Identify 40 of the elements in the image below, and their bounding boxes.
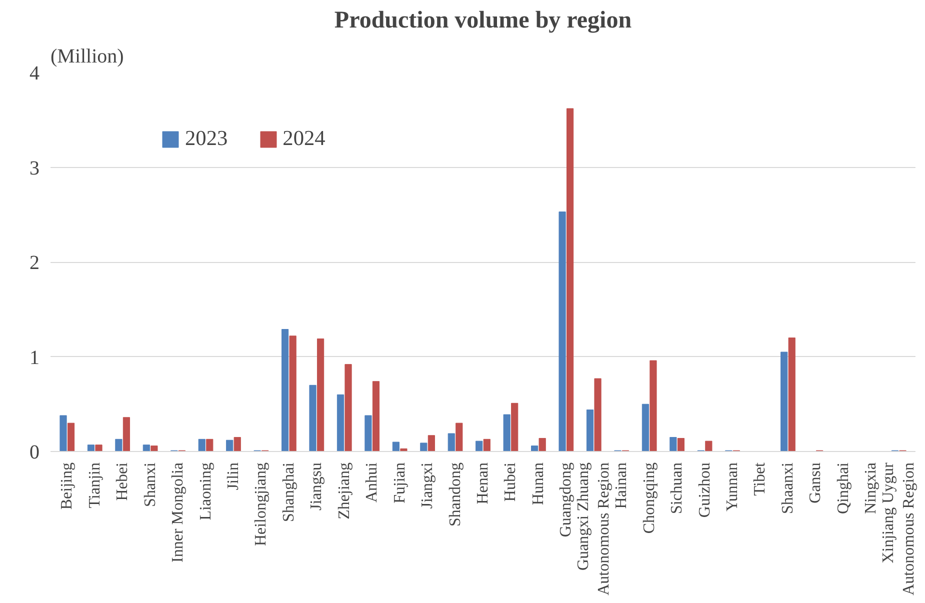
x-tick-label: Shanghai [280, 462, 298, 522]
x-tick-label: Yunnan [724, 462, 742, 512]
x-tick-label: Anhui [364, 462, 381, 502]
x-tick-label: Guangxi Zhuang Autonomous Region [575, 462, 613, 596]
y-tick-label: 1 [30, 346, 40, 369]
x-tick-label: Hebei [114, 462, 132, 501]
x-tick-label: Jiangxi [419, 462, 436, 509]
y-tick-label: 2 [30, 252, 40, 274]
x-tick-label: Ningxia [862, 462, 880, 514]
x-tick-label: Chongqing [640, 462, 658, 534]
y-tick-label: 4 [30, 62, 40, 84]
x-tick-label: Jilin [224, 462, 242, 490]
x-tick-label: Henan [474, 462, 492, 504]
chart-title: Production volume by region [334, 8, 632, 34]
x-tick-label: Liaoning [197, 462, 214, 520]
x-tick-label: Guangdong [558, 462, 575, 538]
x-tick-label: Shanxi [142, 462, 159, 507]
x-tick-label: Tibet [752, 462, 769, 496]
x-tick-label: Zhejiang [336, 462, 353, 520]
legend-label: 2023 [185, 126, 228, 151]
y-tick-label: 0 [30, 442, 40, 464]
x-tick-label: Hubei [502, 462, 520, 502]
x-tick-label: Beijing [58, 462, 76, 510]
y-tick-label: 3 [30, 157, 40, 180]
x-tick-label: Gansu [807, 462, 824, 504]
x-tick-label: Sichuan [668, 462, 686, 514]
x-tick-label: Inner Mongolia [170, 462, 187, 562]
x-tick-label: Xinjiang Uygur Autonomous Region [880, 462, 918, 596]
x-tick-label: Fujian [391, 462, 408, 504]
x-tick-label: Qinghai [834, 462, 852, 514]
x-tick-label: Heilongjiang [252, 462, 270, 546]
x-tick-label: Guizhou [696, 462, 714, 518]
x-tick-label: Shaanxi [779, 462, 796, 514]
x-tick-label: Hainan [613, 462, 630, 509]
x-tick-label: Hunan [530, 462, 547, 506]
x-tick-label: Tianjin [86, 462, 104, 508]
x-tick-label: Jiangsu [308, 462, 326, 510]
x-tick-label: Shandong [446, 462, 464, 526]
legend-label: 2024 [282, 126, 326, 151]
y-axis-title: (Million) [50, 46, 124, 68]
